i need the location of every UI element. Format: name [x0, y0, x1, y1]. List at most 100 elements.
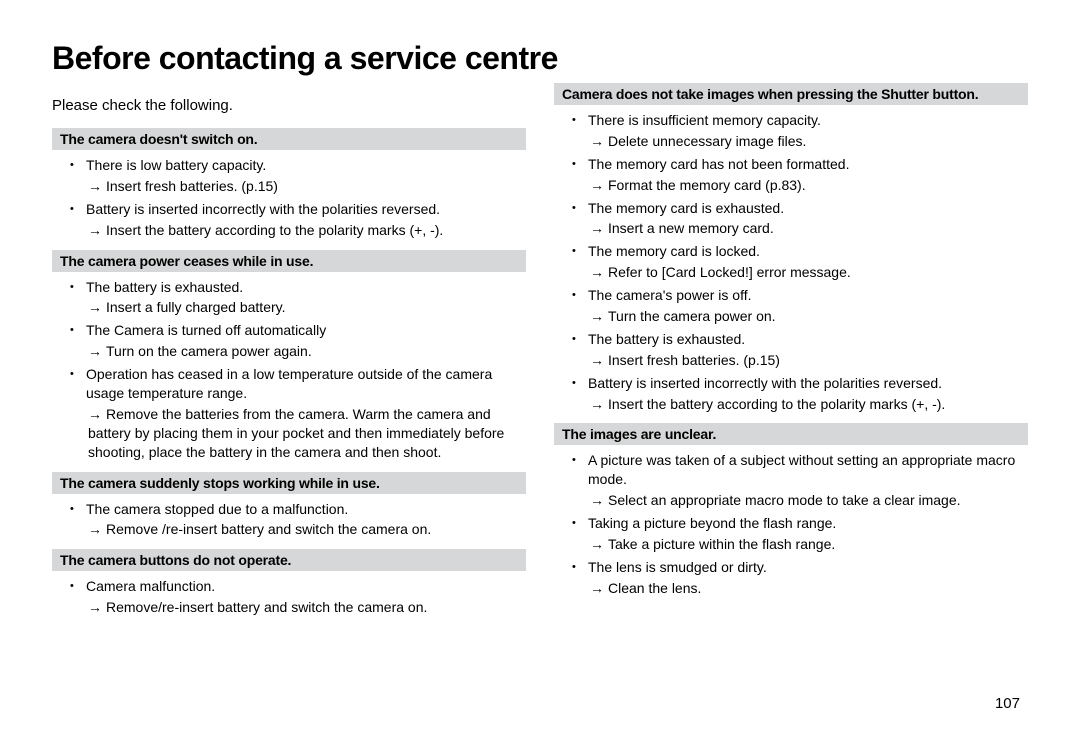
item-text: Operation has ceased in a low temperatur…: [86, 366, 492, 401]
list-item: A picture was taken of a subject without…: [578, 451, 1028, 510]
list-item: The memory card is exhausted. →Insert a …: [578, 199, 1028, 239]
list-item: The memory card has not been formatted. …: [578, 155, 1028, 195]
item-subline: →Insert fresh batteries. (p.15): [86, 177, 526, 196]
item-text: The battery is exhausted.: [86, 279, 243, 295]
arrow-icon: →: [88, 221, 102, 240]
item-sub: Format the memory card (p.83).: [608, 177, 806, 193]
arrow-icon: →: [590, 176, 604, 195]
left-column: Please check the following. The camera d…: [52, 83, 526, 621]
manual-page: Before contacting a service centre Pleas…: [0, 0, 1080, 746]
item-list: The camera stopped due to a malfunction.…: [52, 500, 526, 540]
item-list: Camera malfunction. →Remove/re-insert ba…: [52, 577, 526, 617]
section-head: The camera buttons do not operate.: [52, 549, 526, 571]
item-sub: Insert fresh batteries. (p.15): [608, 352, 780, 368]
arrow-icon: →: [590, 491, 604, 510]
item-sub: Clean the lens.: [608, 580, 701, 596]
item-sub: Insert a new memory card.: [608, 220, 774, 236]
arrow-icon: →: [590, 307, 604, 326]
item-text: The camera stopped due to a malfunction.: [86, 501, 348, 517]
item-text: The memory card is locked.: [588, 243, 760, 259]
arrow-icon: →: [590, 219, 604, 238]
arrow-icon: →: [590, 535, 604, 554]
list-item: There is insufficient memory capacity. →…: [578, 111, 1028, 151]
item-text: The battery is exhausted.: [588, 331, 745, 347]
arrow-icon: →: [88, 177, 102, 196]
arrow-icon: →: [590, 263, 604, 282]
list-item: The memory card is locked. →Refer to [Ca…: [578, 242, 1028, 282]
item-subline: →Remove the batteries from the camera. W…: [86, 405, 526, 462]
list-item: The Camera is turned off automatically →…: [76, 321, 526, 361]
item-subline: →Insert a new memory card.: [588, 219, 1028, 238]
item-subline: →Take a picture within the flash range.: [588, 535, 1028, 554]
list-item: Taking a picture beyond the flash range.…: [578, 514, 1028, 554]
right-column: Camera does not take images when pressin…: [554, 83, 1028, 621]
item-text: Battery is inserted incorrectly with the…: [86, 201, 440, 217]
item-text: A picture was taken of a subject without…: [588, 452, 1015, 487]
item-list: There is insufficient memory capacity. →…: [554, 111, 1028, 413]
item-subline: →Delete unnecessary image files.: [588, 132, 1028, 151]
list-item: There is low battery capacity. →Insert f…: [76, 156, 526, 196]
page-number: 107: [995, 695, 1020, 712]
list-item: Battery is inserted incorrectly with the…: [76, 200, 526, 240]
item-sub: Remove the batteries from the camera. Wa…: [88, 406, 504, 460]
item-subline: →Select an appropriate macro mode to tak…: [588, 491, 1028, 510]
item-text: Taking a picture beyond the flash range.: [588, 515, 836, 531]
list-item: Camera malfunction. →Remove/re-insert ba…: [76, 577, 526, 617]
item-subline: →Clean the lens.: [588, 579, 1028, 598]
item-subline: →Insert the battery according to the pol…: [588, 395, 1028, 414]
item-sub: Turn the camera power on.: [608, 308, 776, 324]
list-item: The camera stopped due to a malfunction.…: [76, 500, 526, 540]
item-sub: Take a picture within the flash range.: [608, 536, 835, 552]
section-head: Camera does not take images when pressin…: [554, 83, 1028, 105]
item-subline: →Insert a fully charged battery.: [86, 298, 526, 317]
list-item: Battery is inserted incorrectly with the…: [578, 374, 1028, 414]
arrow-icon: →: [88, 298, 102, 317]
two-column-layout: Please check the following. The camera d…: [52, 83, 1028, 621]
arrow-icon: →: [590, 395, 604, 414]
page-title: Before contacting a service centre: [52, 40, 1028, 77]
arrow-icon: →: [88, 405, 102, 424]
section-head: The camera suddenly stops working while …: [52, 472, 526, 494]
item-list: A picture was taken of a subject without…: [554, 451, 1028, 597]
item-sub: Select an appropriate macro mode to take…: [608, 492, 961, 508]
item-text: The memory card is exhausted.: [588, 200, 784, 216]
section-head: The camera power ceases while in use.: [52, 250, 526, 272]
item-sub: Remove/re-insert battery and switch the …: [106, 599, 427, 615]
list-item: The lens is smudged or dirty. →Clean the…: [578, 558, 1028, 598]
item-subline: →Refer to [Card Locked!] error message.: [588, 263, 1028, 282]
item-text: Camera malfunction.: [86, 578, 215, 594]
item-text: Battery is inserted incorrectly with the…: [588, 375, 942, 391]
item-text: The lens is smudged or dirty.: [588, 559, 767, 575]
arrow-icon: →: [88, 598, 102, 617]
item-sub: Insert a fully charged battery.: [106, 299, 286, 315]
item-text: The camera's power is off.: [588, 287, 751, 303]
item-text: There is low battery capacity.: [86, 157, 266, 173]
item-subline: →Remove /re-insert battery and switch th…: [86, 520, 526, 539]
arrow-icon: →: [88, 520, 102, 539]
item-sub: Delete unnecessary image files.: [608, 133, 806, 149]
section-head: The camera doesn't switch on.: [52, 128, 526, 150]
item-list: The battery is exhausted. →Insert a full…: [52, 278, 526, 462]
item-sub: Turn on the camera power again.: [106, 343, 312, 359]
item-list: There is low battery capacity. →Insert f…: [52, 156, 526, 240]
item-sub: Insert the battery according to the pola…: [106, 222, 443, 238]
list-item: Operation has ceased in a low temperatur…: [76, 365, 526, 461]
item-sub: Remove /re-insert battery and switch the…: [106, 521, 431, 537]
arrow-icon: →: [590, 579, 604, 598]
item-sub: Insert the battery according to the pola…: [608, 396, 945, 412]
item-subline: →Format the memory card (p.83).: [588, 176, 1028, 195]
arrow-icon: →: [88, 342, 102, 361]
list-item: The battery is exhausted. →Insert a full…: [76, 278, 526, 318]
item-sub: Insert fresh batteries. (p.15): [106, 178, 278, 194]
item-sub: Refer to [Card Locked!] error message.: [608, 264, 851, 280]
section-head: The images are unclear.: [554, 423, 1028, 445]
arrow-icon: →: [590, 351, 604, 370]
item-subline: →Remove/re-insert battery and switch the…: [86, 598, 526, 617]
intro-text: Please check the following.: [52, 97, 526, 114]
item-subline: →Insert the battery according to the pol…: [86, 221, 526, 240]
item-text: There is insufficient memory capacity.: [588, 112, 821, 128]
item-subline: →Turn on the camera power again.: [86, 342, 526, 361]
item-subline: →Turn the camera power on.: [588, 307, 1028, 326]
arrow-icon: →: [590, 132, 604, 151]
item-text: The Camera is turned off automatically: [86, 322, 326, 338]
